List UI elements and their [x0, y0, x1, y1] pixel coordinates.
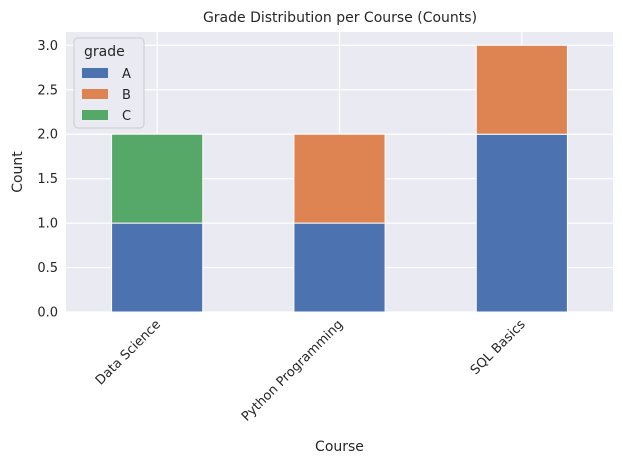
- legend-label: B: [122, 88, 131, 103]
- x-tick-label: Data Science: [93, 317, 164, 388]
- legend-frame: [73, 37, 145, 129]
- legend-swatch: [82, 89, 108, 99]
- legend-title: grade: [84, 44, 125, 60]
- legend-swatch: [82, 110, 108, 120]
- legend-label: A: [122, 67, 131, 82]
- x-axis-title: Course: [315, 439, 364, 455]
- bar-segment: [475, 133, 568, 313]
- y-tick-label: 2.5: [37, 83, 58, 98]
- x-axis-ticks: Data Science Python Programming SQL Basics: [93, 317, 529, 424]
- y-tick-label: 2.0: [37, 128, 58, 143]
- y-tick-label: 1.5: [37, 172, 58, 187]
- y-tick-label: 0.0: [37, 306, 58, 321]
- x-tick-label: SQL Basics: [468, 317, 529, 378]
- chart-title: Grade Distribution per Course (Counts): [203, 10, 477, 26]
- bar-segment: [293, 222, 386, 313]
- bar-segment: [111, 133, 204, 224]
- x-tick-label: Python Programming: [239, 317, 346, 424]
- bars: [111, 44, 568, 313]
- bar-segment: [475, 44, 568, 135]
- legend-swatch: [82, 68, 108, 78]
- legend-label: C: [122, 109, 131, 124]
- y-axis-ticks: 0.0 0.5 1.0 1.5 2.0 2.5 3.0: [37, 39, 58, 321]
- y-axis-title: Count: [10, 151, 26, 193]
- y-tick-label: 0.5: [37, 261, 58, 276]
- y-tick-label: 3.0: [37, 39, 58, 54]
- bar-segment: [111, 222, 204, 313]
- y-tick-label: 1.0: [37, 217, 58, 232]
- legend: grade ABC: [73, 37, 145, 129]
- bar-segment: [293, 133, 386, 224]
